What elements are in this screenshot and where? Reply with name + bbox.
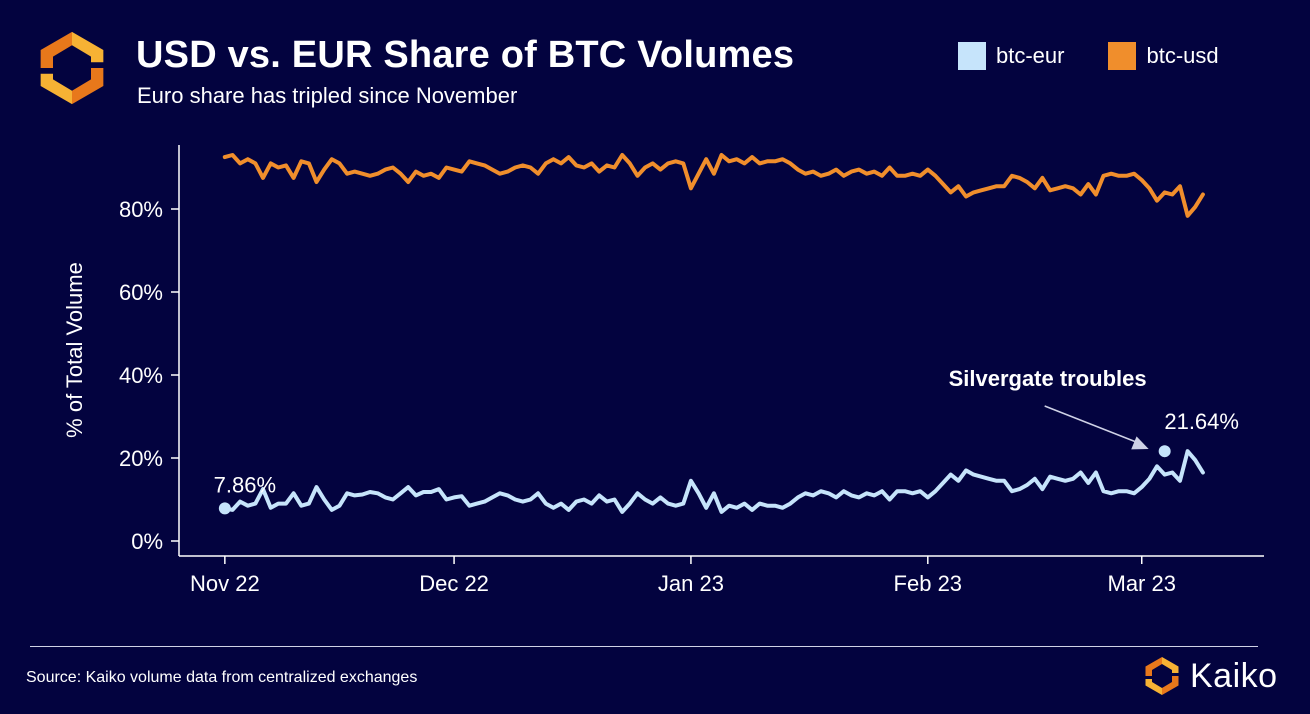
source-note: Source: Kaiko volume data from centraliz… xyxy=(26,669,418,686)
x-tick-label: Feb 23 xyxy=(894,571,963,596)
data-point-marker xyxy=(1158,445,1171,458)
footer-divider xyxy=(30,646,1258,647)
chart-legend: btc-eur btc-usd xyxy=(958,42,1263,70)
x-tick-label: Jan 23 xyxy=(658,571,724,596)
legend-swatch-btc-usd xyxy=(1108,42,1137,70)
data-label: 7.86% xyxy=(214,472,276,497)
x-tick-label: Dec 22 xyxy=(419,571,489,596)
data-label: 21.64% xyxy=(1164,409,1239,434)
brand-logo: Kaiko xyxy=(1142,656,1278,696)
legend-swatch-btc-eur xyxy=(958,42,986,70)
kaiko-brand-icon xyxy=(1145,657,1179,695)
x-tick-label: Nov 22 xyxy=(190,571,260,596)
y-tick-label: 0% xyxy=(131,529,163,554)
y-tick-label: 80% xyxy=(119,197,163,222)
legend-item-btc-eur: btc-eur xyxy=(958,42,1064,70)
data-point-marker xyxy=(218,502,231,515)
annotation-silvergate: Silvergate troubles xyxy=(949,366,1147,391)
y-tick-label: 20% xyxy=(119,446,163,471)
x-tick-label: Mar 23 xyxy=(1108,571,1176,596)
legend-label-btc-usd: btc-usd xyxy=(1146,43,1219,68)
legend-label-btc-eur: btc-eur xyxy=(996,43,1065,68)
series-line-btc-eur xyxy=(222,449,1205,514)
annotation-arrow-icon xyxy=(1044,405,1139,444)
chart-title: USD vs. EUR Share of BTC Volumes xyxy=(136,34,795,76)
legend-item-btc-usd: btc-usd xyxy=(1108,42,1219,70)
chart-subtitle: Euro share has tripled since November xyxy=(137,83,518,108)
annotation-arrow-head xyxy=(1131,436,1149,450)
y-tick-label: 40% xyxy=(119,363,163,388)
kaiko-logo-icon xyxy=(40,31,104,105)
y-tick-label: 60% xyxy=(119,280,163,305)
brand-name: Kaiko xyxy=(1190,656,1278,695)
y-axis-label: % of Total Volume xyxy=(62,262,87,438)
series-line-btc-usd xyxy=(222,153,1205,218)
